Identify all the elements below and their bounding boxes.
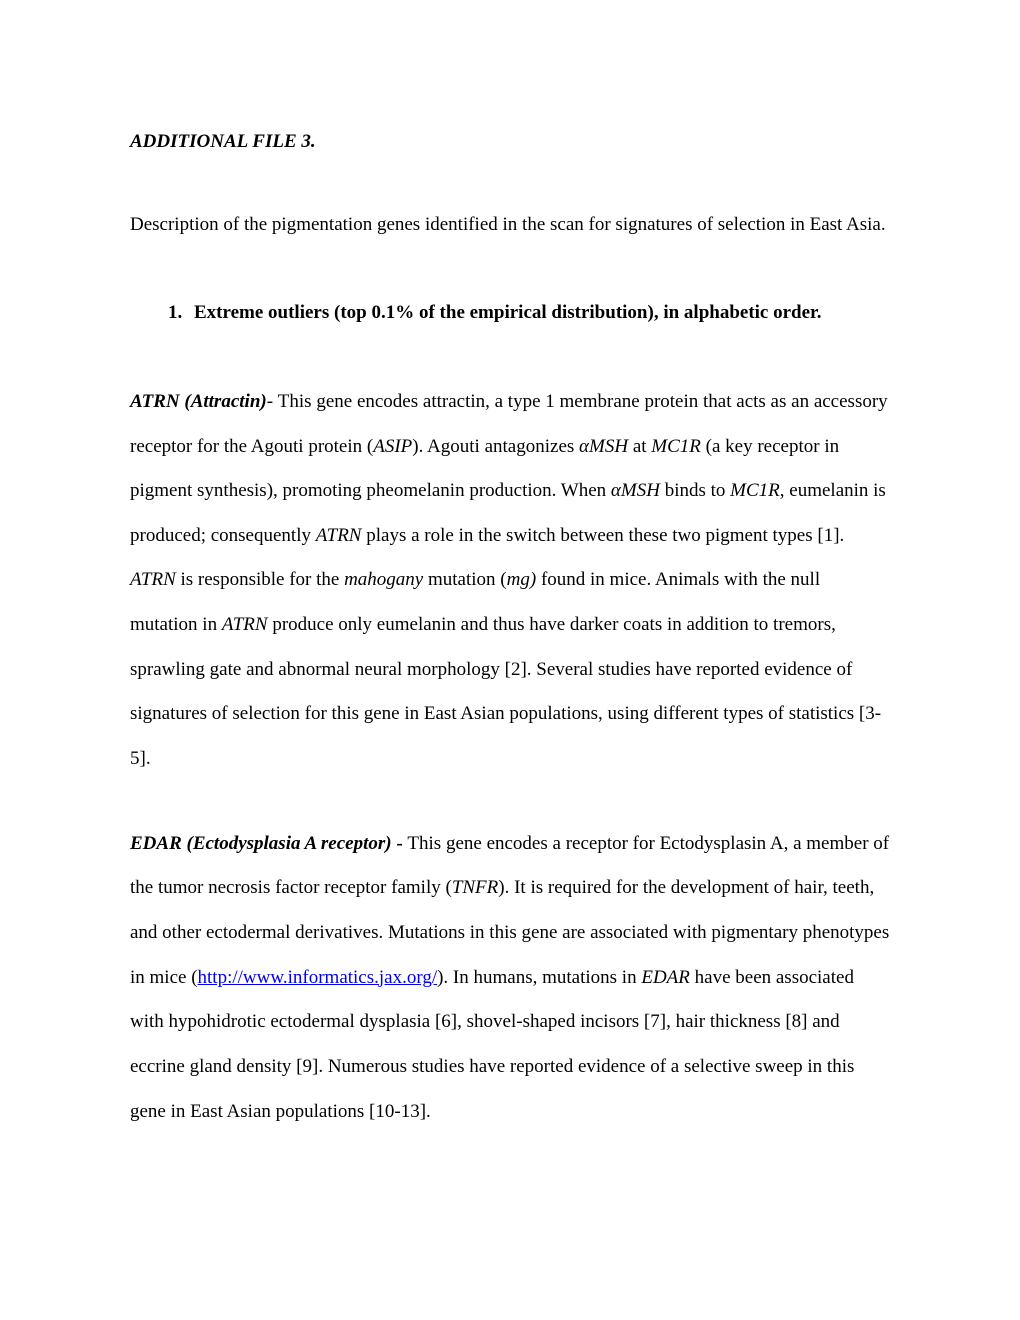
gene-atrn-ref: ATRN (222, 614, 268, 635)
gene-atrn-name: ATRN (Attractin) (130, 391, 267, 412)
gene-amsh: αMSH (579, 436, 628, 457)
text: ). Agouti antagonizes (412, 436, 579, 457)
document-page: ADDITIONAL FILE 3. Description of the pi… (0, 0, 1020, 1254)
gene-asip: ASIP (373, 436, 412, 457)
gene-atrn-block: ATRN (Attractin)- This gene encodes attr… (130, 380, 890, 782)
list-number: 1. (168, 291, 194, 336)
text: plays a role in the switch between these… (361, 525, 844, 546)
mahogany: mahogany (344, 569, 423, 590)
gene-atrn-ref: ATRN (316, 525, 362, 546)
text: binds to (660, 480, 730, 501)
mg: mg) (507, 569, 537, 590)
text: ). In humans, mutations in (437, 967, 641, 988)
gene-tnfr: TNFR (452, 877, 498, 898)
gene-atrn-ref: ATRN (130, 569, 176, 590)
text: is responsible for the (176, 569, 344, 590)
text: mutation ( (423, 569, 506, 590)
text: produce only eumelanin and thus have dar… (130, 614, 881, 769)
text: at (628, 436, 651, 457)
gene-mc1r: MC1R (730, 480, 780, 501)
gene-edar-block: EDAR (Ectodysplasia A receptor) - This g… (130, 822, 890, 1134)
gene-edar-name: EDAR (Ectodysplasia A receptor) (130, 833, 392, 854)
gene-edar-sep: - (392, 833, 408, 854)
gene-atrn-sep: - (267, 391, 278, 412)
gene-amsh: αMSH (611, 480, 660, 501)
gene-edar-ref: EDAR (641, 967, 690, 988)
section-heading: 1.Extreme outliers (top 0.1% of the empi… (130, 291, 890, 336)
gene-mc1r: MC1R (651, 436, 701, 457)
section-heading-text: Extreme outliers (top 0.1% of the empiri… (194, 302, 821, 323)
text: have been associated with hypohidrotic e… (130, 967, 854, 1122)
jax-link[interactable]: http://www.informatics.jax.org/ (198, 967, 438, 988)
intro-paragraph: Description of the pigmentation genes id… (130, 203, 890, 248)
document-title: ADDITIONAL FILE 3. (130, 120, 890, 165)
